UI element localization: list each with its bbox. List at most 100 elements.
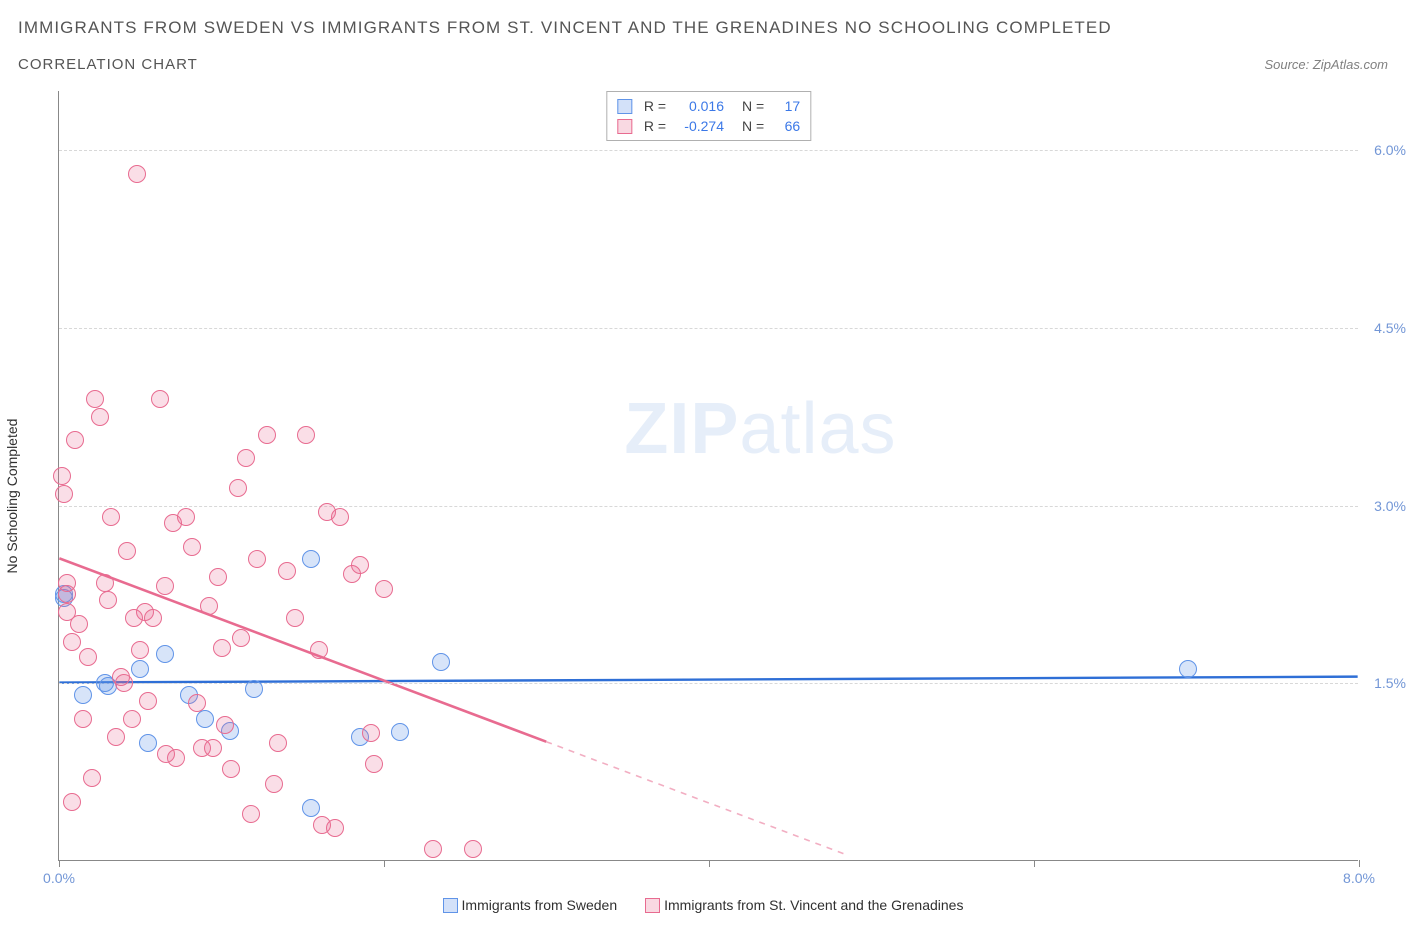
- legend-label: Immigrants from St. Vincent and the Gren…: [664, 897, 963, 913]
- x-tick-mark: [59, 860, 60, 867]
- legend-item: Immigrants from Sweden: [443, 897, 618, 913]
- data-point: [63, 633, 81, 651]
- data-point: [70, 615, 88, 633]
- data-point: [102, 508, 120, 526]
- stats-row: R = -0.274 N = 66: [617, 116, 800, 136]
- data-point: [139, 692, 157, 710]
- data-point: [242, 805, 260, 823]
- data-point: [216, 716, 234, 734]
- n-label: N =: [742, 116, 764, 136]
- data-point: [177, 508, 195, 526]
- data-point: [53, 467, 71, 485]
- data-point: [151, 390, 169, 408]
- x-tick-label: 0.0%: [43, 870, 75, 886]
- data-point: [200, 597, 218, 615]
- data-point: [131, 660, 149, 678]
- data-point: [96, 574, 114, 592]
- r-value: 0.016: [674, 96, 724, 116]
- legend-swatch: [443, 898, 458, 913]
- data-point: [196, 710, 214, 728]
- data-point: [391, 723, 409, 741]
- data-point: [331, 508, 349, 526]
- data-point: [245, 680, 263, 698]
- data-point: [74, 686, 92, 704]
- n-value: 17: [772, 96, 800, 116]
- gridline: [59, 150, 1358, 151]
- data-point: [464, 840, 482, 858]
- data-point: [258, 426, 276, 444]
- data-point: [310, 641, 328, 659]
- r-label: R =: [644, 116, 666, 136]
- data-point: [139, 734, 157, 752]
- x-tick-label: 8.0%: [1343, 870, 1375, 886]
- data-point: [91, 408, 109, 426]
- data-point: [123, 710, 141, 728]
- y-tick-label: 3.0%: [1374, 498, 1406, 514]
- data-point: [79, 648, 97, 666]
- y-tick-label: 1.5%: [1374, 675, 1406, 691]
- legend-label: Immigrants from Sweden: [462, 897, 618, 913]
- data-point: [229, 479, 247, 497]
- data-point: [58, 574, 76, 592]
- data-point: [286, 609, 304, 627]
- data-point: [351, 556, 369, 574]
- chart-title: IMMIGRANTS FROM SWEDEN VS IMMIGRANTS FRO…: [18, 18, 1388, 38]
- stats-row: R = 0.016 N = 17: [617, 96, 800, 116]
- data-point: [99, 591, 117, 609]
- data-point: [269, 734, 287, 752]
- data-point: [156, 577, 174, 595]
- x-tick-mark: [1359, 860, 1360, 867]
- x-tick-mark: [709, 860, 710, 867]
- y-axis-label: No Schooling Completed: [4, 419, 20, 574]
- data-point: [86, 390, 104, 408]
- gridline: [59, 506, 1358, 507]
- x-tick-mark: [1034, 860, 1035, 867]
- data-point: [232, 629, 250, 647]
- data-point: [313, 816, 331, 834]
- y-tick-label: 6.0%: [1374, 142, 1406, 158]
- data-point: [265, 775, 283, 793]
- watermark: ZIPatlas: [624, 388, 896, 470]
- data-point: [1179, 660, 1197, 678]
- data-point: [128, 165, 146, 183]
- data-point: [157, 745, 175, 763]
- data-point: [188, 694, 206, 712]
- data-point: [213, 639, 231, 657]
- data-point: [297, 426, 315, 444]
- trend-lines: [59, 91, 1358, 860]
- x-tick-mark: [384, 860, 385, 867]
- correlation-chart: No Schooling Completed ZIPatlas R =0.016…: [18, 81, 1388, 911]
- data-point: [63, 793, 81, 811]
- data-point: [362, 724, 380, 742]
- r-value: -0.274: [674, 116, 724, 136]
- data-point: [204, 739, 222, 757]
- data-point: [278, 562, 296, 580]
- legend-item: Immigrants from St. Vincent and the Gren…: [645, 897, 963, 913]
- chart-subtitle: CORRELATION CHART: [18, 56, 198, 73]
- series-swatch: [617, 119, 632, 134]
- n-value: 66: [772, 116, 800, 136]
- data-point: [375, 580, 393, 598]
- data-point: [209, 568, 227, 586]
- legend-swatch: [645, 898, 660, 913]
- data-point: [55, 485, 73, 503]
- plot-area: ZIPatlas R =0.016N =17R =-0.274N =66 1.5…: [58, 91, 1358, 861]
- data-point: [365, 755, 383, 773]
- data-point: [248, 550, 266, 568]
- source-label: Source: ZipAtlas.com: [1264, 57, 1388, 72]
- data-point: [156, 645, 174, 663]
- series-swatch: [617, 99, 632, 114]
- data-point: [302, 550, 320, 568]
- data-point: [66, 431, 84, 449]
- n-label: N =: [742, 96, 764, 116]
- stats-box: R = 0.016 N = 17 R = -0.274 N = 66: [606, 91, 811, 141]
- data-point: [74, 710, 92, 728]
- data-point: [83, 769, 101, 787]
- data-point: [131, 641, 149, 659]
- data-point: [222, 760, 240, 778]
- r-label: R =: [644, 96, 666, 116]
- data-point: [432, 653, 450, 671]
- data-point: [118, 542, 136, 560]
- data-point: [144, 609, 162, 627]
- data-point: [115, 674, 133, 692]
